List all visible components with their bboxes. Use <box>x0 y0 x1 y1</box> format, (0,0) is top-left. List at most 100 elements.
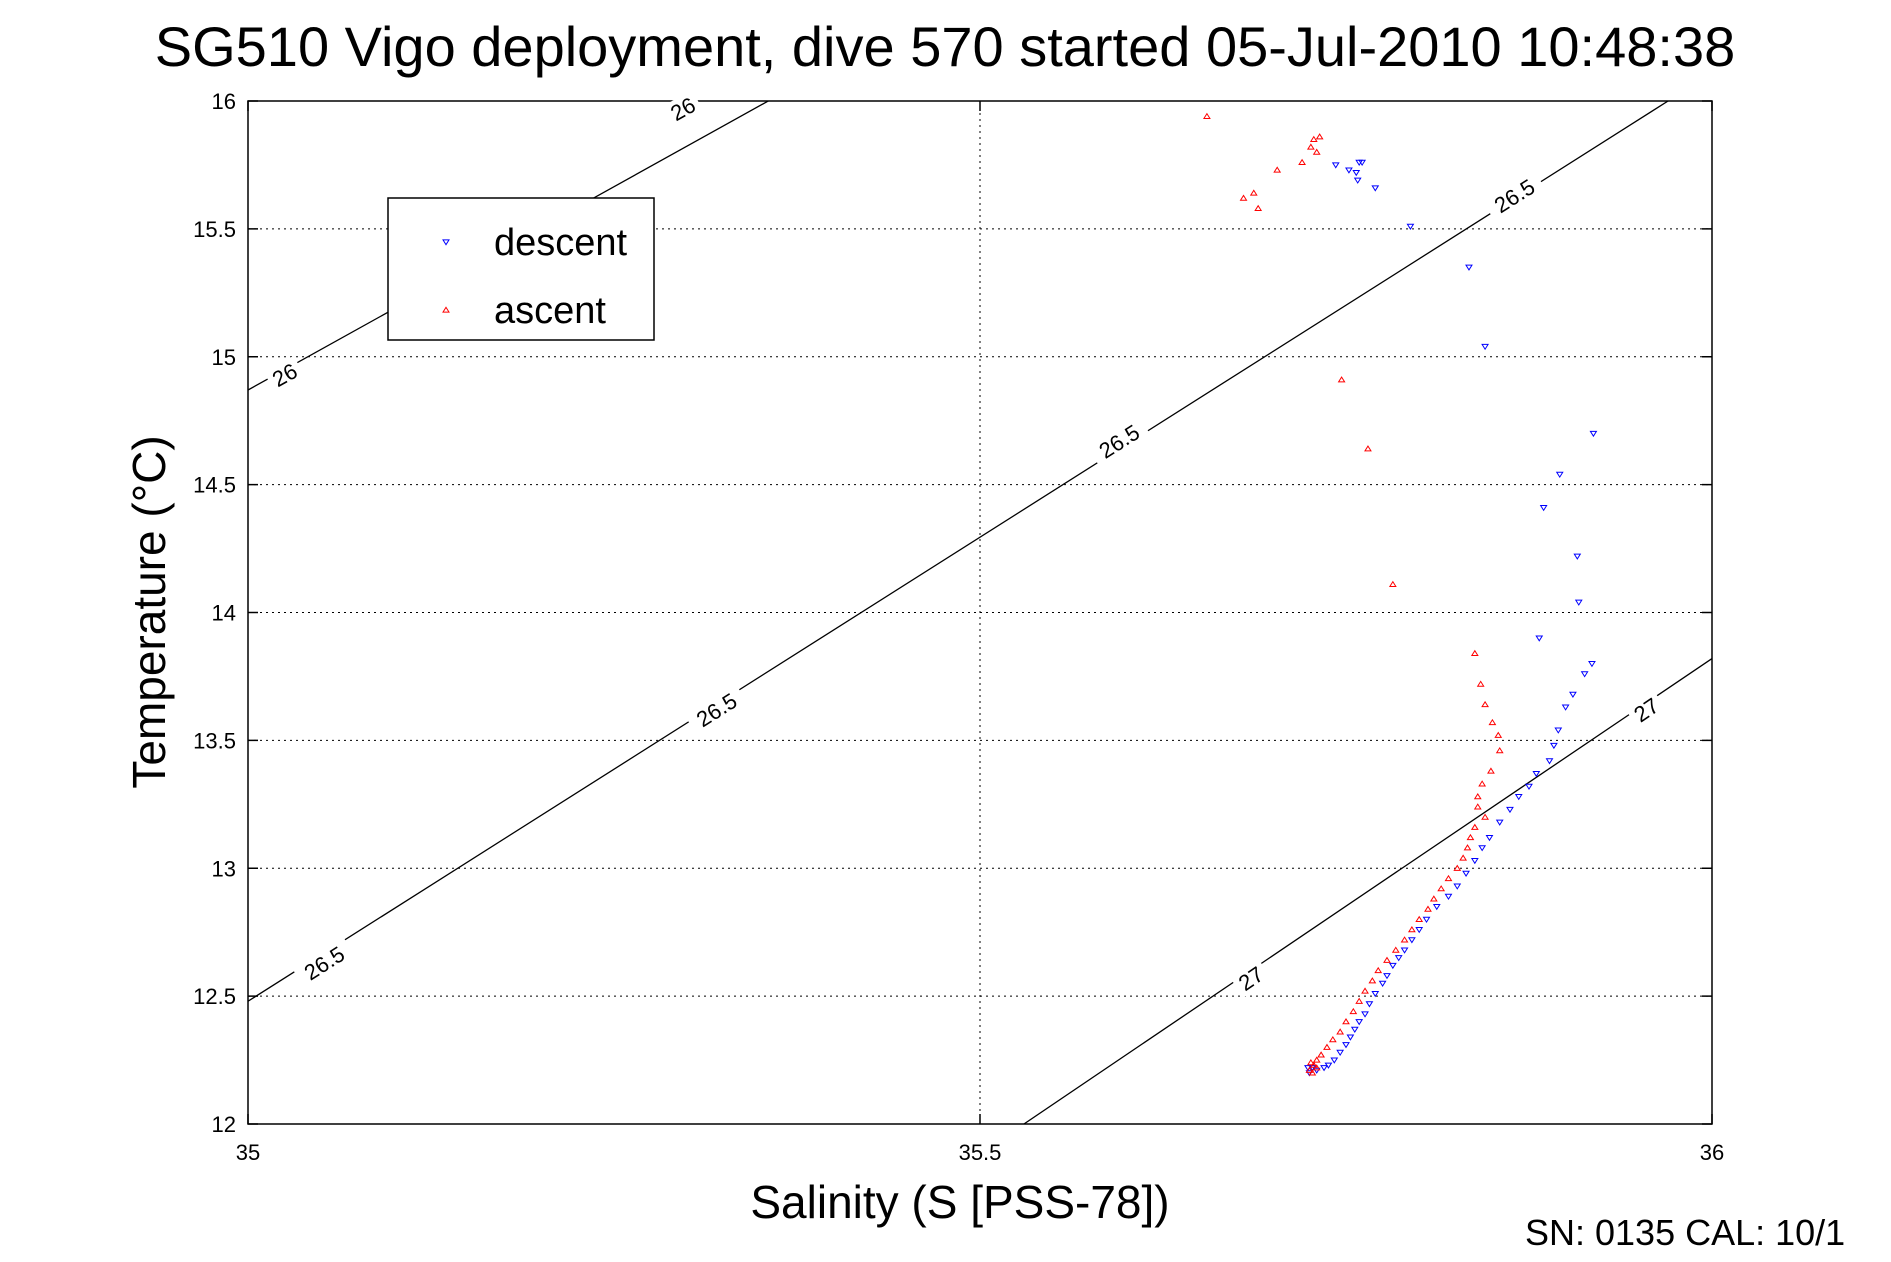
ascent-point <box>1306 1058 1315 1066</box>
ascent-point <box>1328 1035 1337 1043</box>
descent-point <box>1312 1067 1321 1074</box>
ascent-point <box>1444 874 1453 882</box>
ascent-point <box>1481 700 1489 708</box>
ascent-point <box>1487 767 1495 774</box>
descent-point <box>1549 742 1558 750</box>
ascent-point <box>1312 1064 1321 1071</box>
descent-point <box>1331 162 1340 169</box>
ascent-point <box>1336 1028 1345 1035</box>
descent-point <box>1506 806 1514 814</box>
x-axis-ticks: 35 35.5 36 <box>236 101 1724 1165</box>
ascent-point <box>1306 143 1315 150</box>
footer-info: SN: 0135 CAL: 10/1 <box>1525 1212 1845 1253</box>
ascent-point <box>1203 112 1211 119</box>
descent-point <box>1444 893 1453 901</box>
ascent-point <box>1388 580 1397 587</box>
descent-point <box>1589 430 1598 438</box>
ascent-point <box>1305 1066 1314 1073</box>
descent-point <box>1453 883 1462 890</box>
descent-point <box>1588 661 1596 668</box>
ascent-point <box>1364 445 1372 452</box>
descent-point <box>1535 635 1544 642</box>
density-contours <box>248 101 1712 1124</box>
legend-label-descent: descent <box>494 222 628 264</box>
ascent-point <box>1312 1056 1321 1063</box>
ascent-point <box>1494 731 1503 738</box>
descent-point <box>1470 857 1479 865</box>
descent-point <box>1352 170 1361 177</box>
descent-point <box>1478 845 1487 852</box>
descent-point <box>1545 758 1554 765</box>
ascent-point <box>1463 844 1472 851</box>
ascent-point <box>1453 864 1462 871</box>
descent-point <box>1361 1011 1369 1018</box>
ascent-point <box>1323 1043 1331 1050</box>
ascent-point <box>1383 956 1391 963</box>
descent-point <box>1358 159 1367 167</box>
ascent-point <box>1466 833 1475 841</box>
descent-point <box>1388 962 1397 970</box>
ascent-point <box>1488 718 1497 726</box>
descent-point <box>1400 947 1409 954</box>
ascent-point <box>1473 803 1482 810</box>
descent-point <box>1378 980 1387 987</box>
x-tick-label: 36 <box>1700 1140 1724 1165</box>
y-axis-ticks: 12 12.5 13 13.5 14 14.5 15 15.5 16 <box>193 89 1712 1137</box>
descent-point <box>1554 727 1563 734</box>
ascent-point <box>1437 885 1446 892</box>
x-tick-label: 35.5 <box>959 1140 1002 1165</box>
descent-point <box>1365 1001 1374 1008</box>
descent-point <box>1407 937 1416 944</box>
descent-point <box>1371 990 1380 998</box>
descent-point <box>1406 223 1415 230</box>
descent-point <box>1432 904 1441 911</box>
density-contour-26 <box>248 101 770 391</box>
ascent-point <box>1429 895 1438 902</box>
descent-point <box>1371 185 1380 192</box>
ascent-point <box>1309 135 1318 142</box>
ascent-point <box>1470 649 1479 657</box>
descent-point <box>1336 1049 1345 1057</box>
data-points <box>1203 112 1598 1077</box>
ascent-point <box>1355 997 1364 1004</box>
y-tick-label: 13 <box>212 856 236 881</box>
legend: descent ascent <box>387 197 655 341</box>
y-tick-label: 14.5 <box>193 473 236 498</box>
descent-point <box>1495 819 1504 826</box>
ascent-point <box>1361 987 1369 994</box>
descent-point <box>1320 1065 1328 1072</box>
ascent-point <box>1349 1007 1358 1015</box>
x-tick-label: 35 <box>236 1140 260 1165</box>
y-tick-label: 13.5 <box>193 728 236 753</box>
descent-point <box>1383 973 1391 980</box>
descent-point <box>1355 1019 1364 1026</box>
ascent-point <box>1400 936 1409 943</box>
ascent-point <box>1308 1069 1317 1076</box>
grid-lines <box>248 101 1712 1124</box>
descent-point <box>1573 553 1582 560</box>
descent-point <box>1485 834 1494 842</box>
descent-point <box>1525 783 1533 791</box>
ascent-point <box>1478 780 1487 787</box>
ascent-point <box>1481 813 1489 820</box>
descent-point <box>1574 599 1583 606</box>
x-axis-label: Salinity (S [PSS-78]) <box>750 1176 1169 1228</box>
y-axis-label: Temperature (°C) <box>123 435 175 788</box>
ascent-point <box>1374 966 1383 974</box>
descent-point <box>1555 471 1564 479</box>
ascent-point <box>1424 905 1432 912</box>
ascent-point <box>1312 148 1321 155</box>
descent-point <box>1532 771 1541 778</box>
descent-point <box>1580 671 1589 678</box>
ascent-point <box>1342 1018 1350 1025</box>
descent-point <box>1539 505 1548 512</box>
y-tick-label: 15 <box>212 345 236 370</box>
ascent-point <box>1476 680 1485 687</box>
descent-point <box>1514 794 1523 801</box>
y-tick-label: 15.5 <box>193 217 236 242</box>
contour-label-bg <box>1482 169 1547 222</box>
ascent-point <box>1273 166 1282 173</box>
